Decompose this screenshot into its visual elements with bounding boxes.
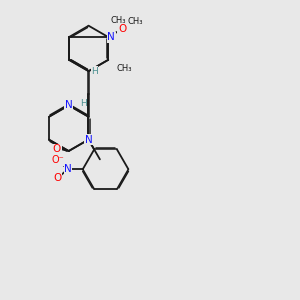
Text: O: O [53, 144, 61, 154]
Text: N: N [85, 135, 92, 145]
Text: CH₃: CH₃ [127, 17, 142, 26]
Text: H: H [80, 99, 87, 108]
Text: O: O [53, 173, 62, 183]
Text: O⁻: O⁻ [51, 155, 64, 165]
Text: N: N [64, 164, 72, 174]
Text: CH₃: CH₃ [110, 16, 126, 25]
Text: N: N [107, 32, 115, 42]
Text: O: O [118, 24, 126, 34]
Text: H: H [91, 67, 98, 76]
Text: CH₃: CH₃ [116, 64, 132, 74]
Text: N: N [65, 100, 73, 110]
